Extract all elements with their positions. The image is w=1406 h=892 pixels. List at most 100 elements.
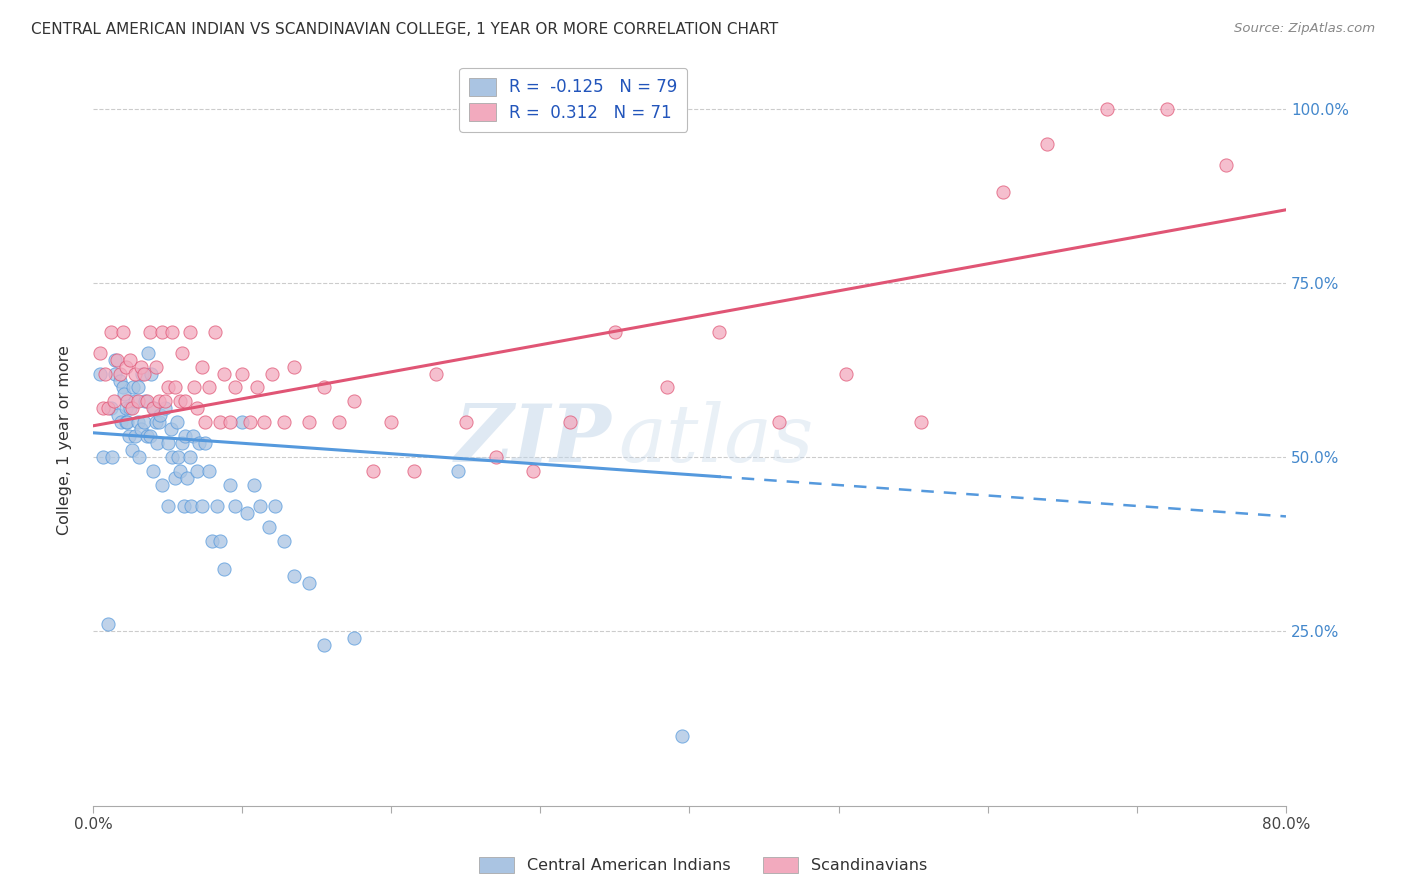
Point (709, 325, 731, 339)
Point (224, 380, 246, 394)
Point (235, 506, 257, 520)
Point (101, 450, 124, 465)
Point (198, 380, 221, 394)
Point (94, 367, 117, 381)
Point (191, 359, 214, 374)
Point (104, 352, 127, 367)
Point (454, 415, 477, 429)
Point (138, 429, 160, 443)
Point (136, 345, 159, 359)
Point (835, 367, 858, 381)
Point (148, 415, 170, 429)
Point (160, 325, 183, 339)
Point (224, 499, 246, 513)
Point (122, 380, 145, 394)
Point (243, 478, 266, 492)
Point (283, 568, 305, 582)
Point (314, 638, 336, 652)
Point (343, 632, 366, 646)
Point (257, 520, 280, 534)
Point (174, 429, 197, 443)
Point (132, 367, 155, 381)
Point (127, 394, 149, 409)
Text: Source: ZipAtlas.com: Source: ZipAtlas.com (1234, 22, 1375, 36)
Point (194, 436, 217, 450)
Point (129, 359, 152, 374)
Point (145, 415, 167, 429)
Point (138, 325, 160, 339)
Point (110, 415, 132, 429)
Point (111, 380, 134, 394)
Point (118, 429, 141, 443)
Point (89, 367, 111, 381)
Point (142, 401, 165, 416)
Point (219, 478, 242, 492)
Point (107, 409, 129, 423)
Point (183, 380, 205, 394)
Point (142, 464, 165, 478)
Point (671, 729, 693, 743)
Point (363, 464, 385, 478)
Legend: R =  -0.125   N = 79, R =  0.312   N = 71: R = -0.125 N = 79, R = 0.312 N = 71 (460, 68, 688, 132)
Point (1095, 102, 1118, 116)
Point (143, 401, 166, 416)
Point (117, 394, 139, 409)
Point (156, 499, 179, 513)
Point (180, 499, 202, 513)
Point (153, 394, 176, 409)
Point (264, 499, 287, 513)
Point (127, 415, 149, 429)
Point (231, 415, 253, 429)
Point (169, 464, 191, 478)
Point (166, 415, 188, 429)
Point (380, 415, 402, 429)
Point (146, 436, 169, 450)
Point (991, 186, 1014, 200)
Point (121, 401, 143, 416)
Point (104, 367, 127, 381)
Point (246, 380, 269, 394)
Point (132, 415, 155, 429)
Point (93, 401, 115, 416)
Text: atlas: atlas (617, 401, 813, 478)
Point (127, 380, 149, 394)
Point (150, 325, 173, 339)
Point (176, 471, 198, 485)
Point (124, 394, 146, 409)
Legend: Central American Indians, Scandinavians: Central American Indians, Scandinavians (472, 850, 934, 880)
Point (114, 415, 136, 429)
Point (135, 394, 157, 409)
Point (212, 367, 235, 381)
Point (447, 464, 470, 478)
Point (298, 415, 321, 429)
Text: ZIP: ZIP (456, 401, 612, 478)
Point (148, 394, 170, 409)
Point (205, 499, 228, 513)
Point (179, 325, 201, 339)
Point (169, 394, 191, 409)
Point (191, 499, 214, 513)
Point (186, 464, 208, 478)
Point (1215, 157, 1237, 171)
Point (153, 401, 176, 416)
Point (114, 359, 136, 374)
Point (173, 499, 195, 513)
Point (179, 450, 201, 465)
Point (249, 499, 271, 513)
Point (97, 401, 120, 416)
Point (603, 325, 626, 339)
Point (219, 415, 242, 429)
Point (163, 471, 186, 485)
Point (186, 401, 208, 416)
Point (655, 380, 678, 394)
Point (121, 443, 143, 458)
Point (150, 478, 173, 492)
Point (328, 415, 350, 429)
Point (112, 387, 135, 401)
Point (145, 359, 167, 374)
Point (1036, 136, 1059, 151)
Point (97, 617, 120, 632)
Point (343, 394, 366, 409)
Point (283, 359, 305, 374)
Point (212, 562, 235, 576)
